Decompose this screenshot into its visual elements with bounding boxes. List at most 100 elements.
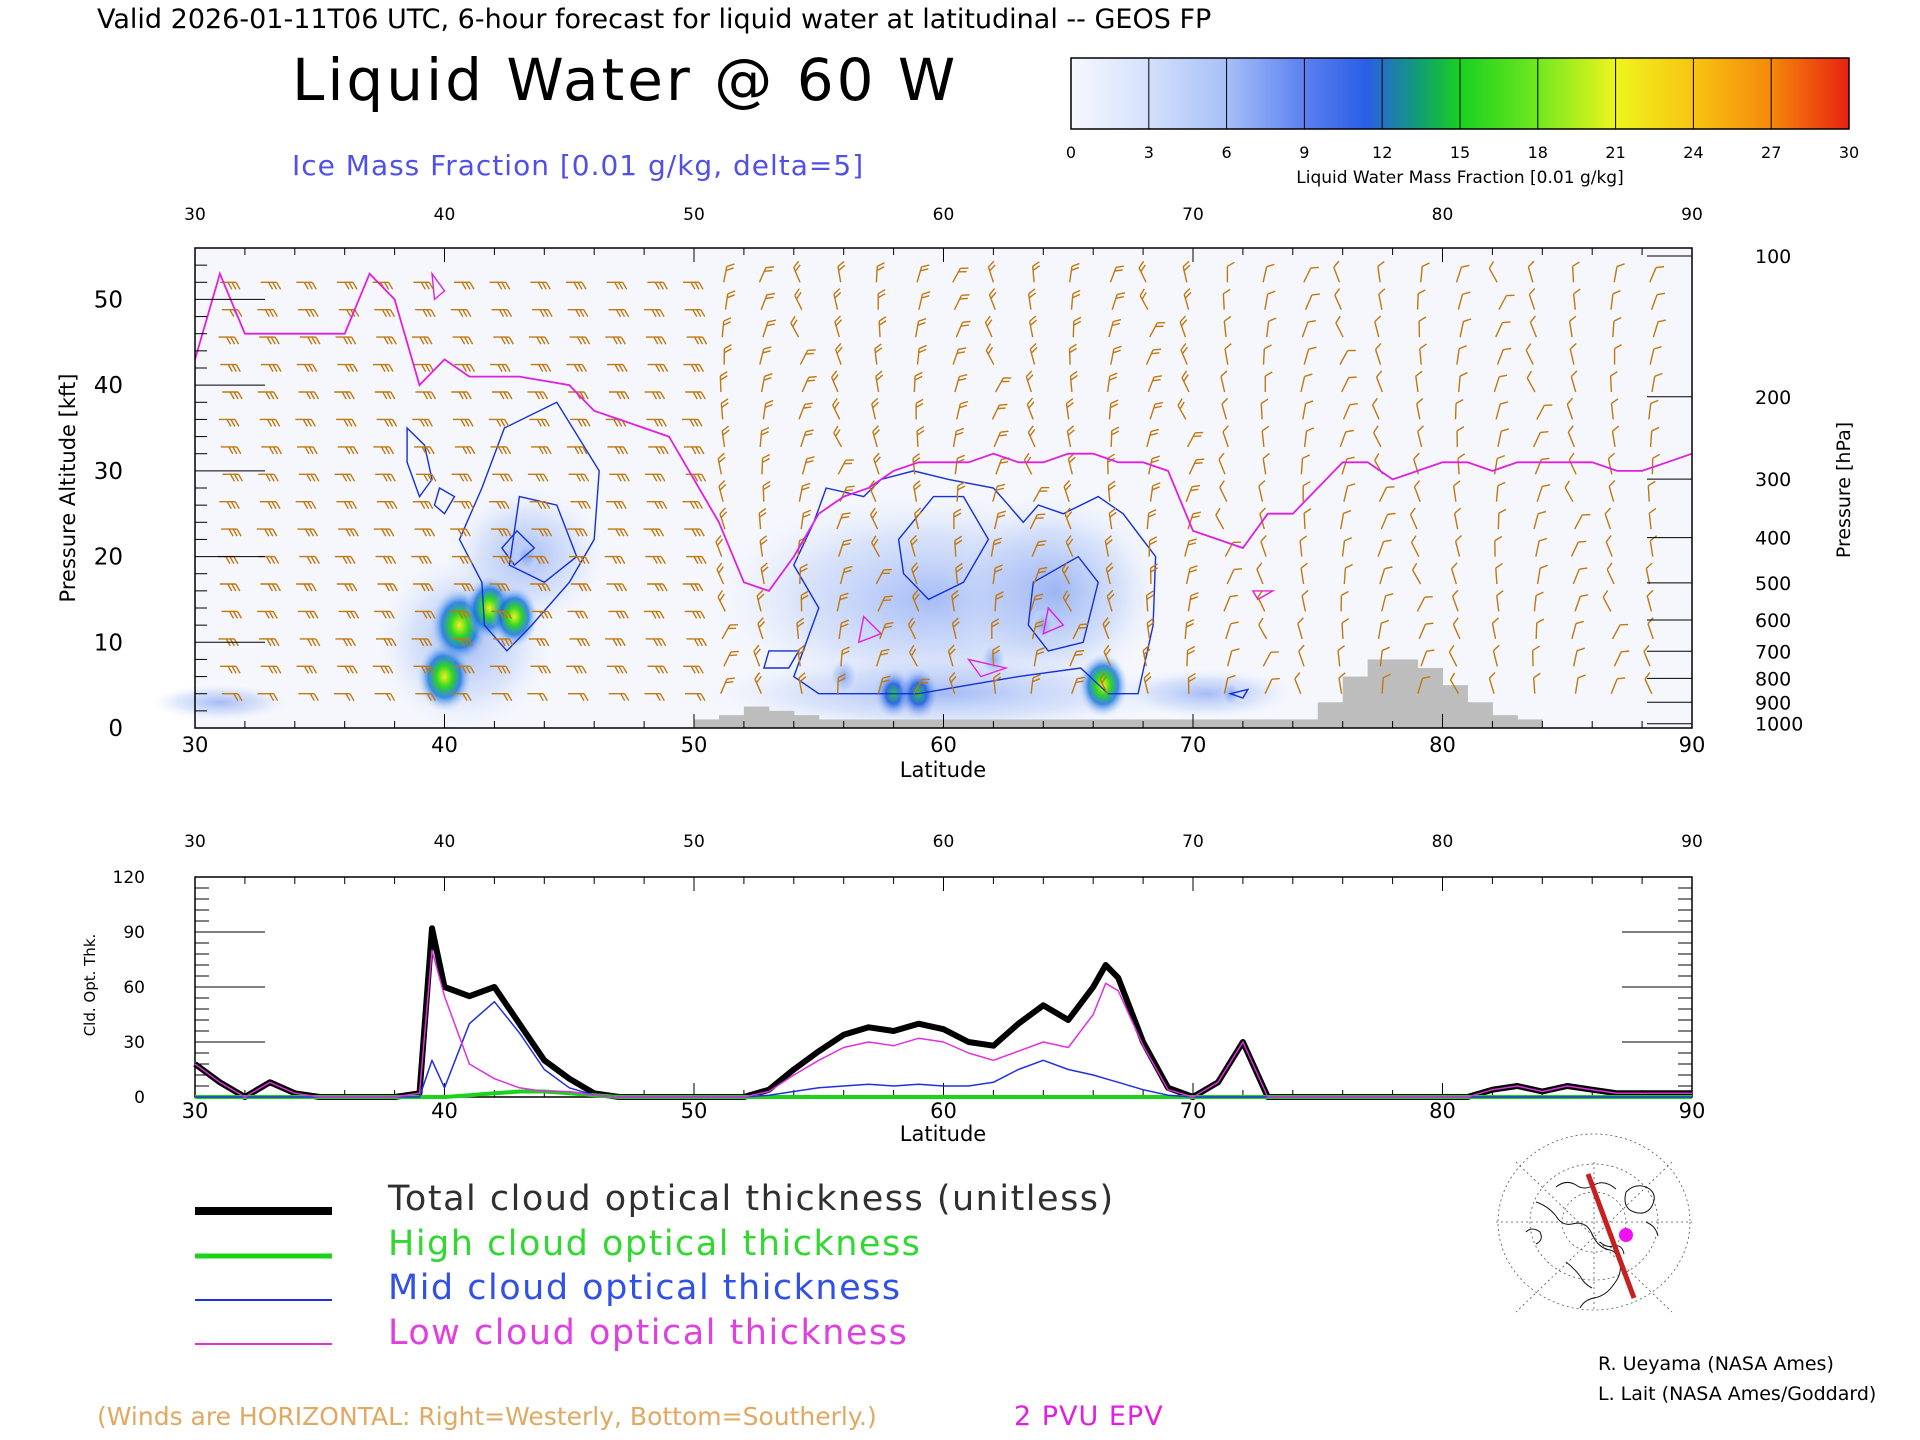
ot-low-line	[194, 949, 1692, 1098]
wind-barb-flag	[459, 336, 466, 345]
wind-barb	[1299, 535, 1308, 557]
wind-barb-flag	[620, 391, 626, 400]
wind-barb-staff	[1300, 458, 1304, 475]
wind-barb	[376, 336, 397, 345]
wind-barb	[1418, 622, 1434, 640]
wind-barb	[1448, 644, 1458, 667]
wind-barb	[1377, 260, 1385, 283]
wind-barb-flag	[461, 665, 467, 674]
wind-barb	[260, 501, 281, 510]
wind-barb-staff	[1571, 623, 1577, 640]
wind-barb-staff	[987, 266, 995, 283]
wind-barb-flag	[582, 446, 588, 455]
wind-barb-flag	[354, 309, 360, 318]
wind-barb	[219, 583, 241, 592]
wind-barb	[1069, 262, 1080, 283]
wind-barb	[490, 528, 512, 537]
wind-barb	[871, 397, 880, 420]
wind-barb	[296, 281, 317, 290]
wind-barb-flag	[1143, 672, 1151, 679]
wind-barb-flag	[1177, 398, 1183, 406]
wind-barb	[1294, 672, 1302, 694]
wind-barb-flag	[1533, 672, 1541, 679]
wind-barb	[644, 473, 666, 482]
wind-barb-staff	[762, 321, 769, 338]
wind-barb-flag	[1526, 370, 1533, 379]
wind-barb-flag	[387, 638, 393, 647]
wind-barb-flag	[391, 336, 397, 345]
wind-barb	[952, 347, 967, 365]
wind-barb-flag	[1568, 452, 1575, 461]
wind-barb-flag	[579, 391, 585, 400]
wind-barb-flag	[618, 446, 625, 455]
wind-barb-flag	[460, 419, 466, 427]
ot-total-line	[193, 925, 1692, 1100]
wind-barb	[335, 638, 357, 647]
wind-barb	[1264, 290, 1276, 310]
wind-barb-flag	[463, 336, 470, 345]
wind-barb	[1061, 562, 1071, 585]
wind-barb-flag	[349, 528, 355, 537]
wind-barb	[298, 391, 320, 400]
wind-barb	[1492, 644, 1500, 667]
terrain-column	[943, 719, 969, 728]
wind-barbs	[217, 260, 1667, 702]
wind-barb-flag	[306, 556, 312, 564]
wind-barb	[260, 665, 282, 674]
wind-barb-flag	[1148, 509, 1157, 514]
wind-barb-flag	[801, 486, 810, 491]
wind-barb-flag	[501, 665, 507, 674]
wind-barb-flag	[612, 556, 618, 564]
wind-barb-flag	[1110, 399, 1119, 405]
wind-barb-flag	[231, 281, 237, 290]
ot-bottom-tick-label: 50	[681, 1099, 708, 1123]
wind-barb-staff	[1648, 513, 1652, 530]
wind-barb-flag	[1527, 260, 1535, 268]
wind-barb-flag	[1032, 265, 1041, 271]
wind-barb-flag	[388, 446, 395, 455]
wind-barb	[954, 374, 968, 393]
wind-barb	[1415, 370, 1423, 393]
wind-barb-flag	[1455, 534, 1462, 542]
wind-barb-flag	[652, 473, 658, 482]
wind-barb	[568, 473, 590, 482]
wind-barb-flag	[1152, 482, 1161, 487]
wind-barb-staff	[1495, 485, 1499, 502]
wind-barb-flag	[799, 567, 808, 573]
wind-barb-flag	[275, 583, 282, 592]
wind-barb	[1261, 425, 1270, 447]
wind-barb-flag	[622, 364, 628, 372]
wind-barb-staff	[1188, 459, 1197, 475]
wind-barb	[297, 446, 318, 455]
valid-line: Valid 2026-01-11T06 UTC, 6-hour forecast…	[97, 4, 1211, 35]
wind-barb-flag	[384, 446, 391, 455]
wind-barb	[219, 501, 240, 510]
wind-barb-flag	[237, 309, 243, 318]
wind-barb-flag	[1540, 431, 1549, 434]
wind-barb-flag	[871, 535, 877, 543]
wind-barb	[1339, 349, 1356, 365]
wind-barb	[338, 610, 360, 619]
wind-barb-flag	[467, 336, 474, 345]
wind-barb	[1187, 592, 1199, 612]
wind-barb-flag	[655, 446, 661, 455]
wind-barb	[1458, 372, 1468, 393]
wind-barb	[758, 266, 774, 283]
wind-barb-staff	[1448, 651, 1458, 667]
wind-barb-flag	[1294, 672, 1301, 680]
wind-barb-flag	[1506, 294, 1515, 297]
wind-barb-flag	[614, 665, 620, 674]
wind-barb-flag	[273, 556, 280, 564]
wind-barb-staff	[753, 651, 761, 667]
wind-barb-staff	[1342, 404, 1351, 420]
wind-barb-flag	[1028, 288, 1036, 295]
wind-barb-flag	[881, 572, 890, 575]
wind-barb-flag	[546, 528, 553, 537]
wind-barb-staff	[954, 458, 958, 475]
wind-barb	[758, 507, 767, 530]
wind-barb-flag	[915, 398, 924, 405]
wind-barb-flag	[1069, 347, 1077, 354]
wind-barb-flag	[506, 611, 512, 619]
wind-barb-flag	[1032, 674, 1041, 679]
xs-xlabel: Latitude	[900, 758, 986, 782]
